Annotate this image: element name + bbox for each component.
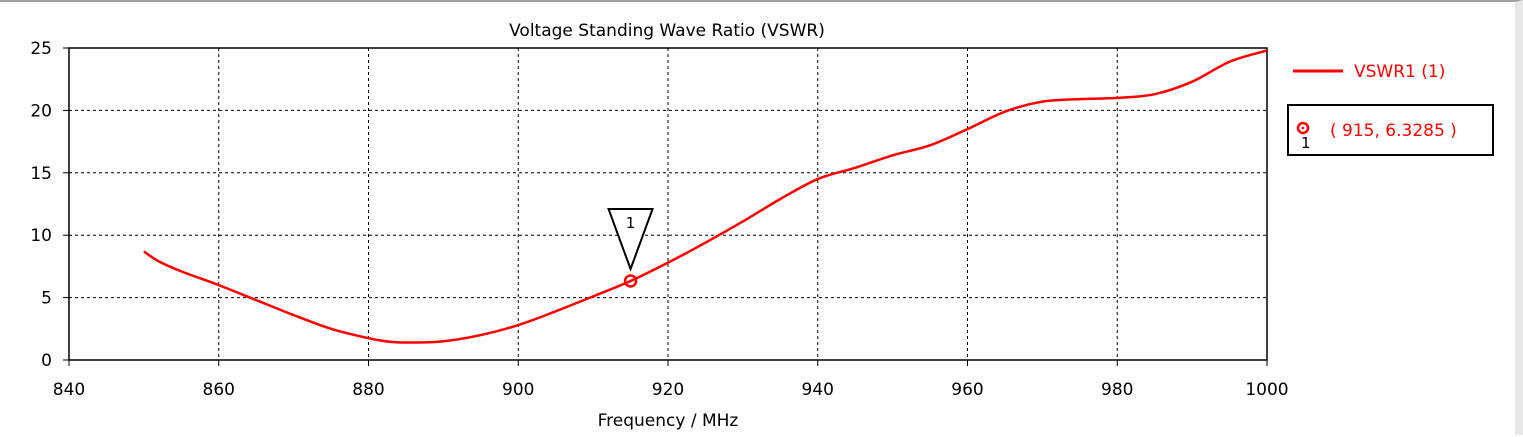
marker-layer: 1: [607, 208, 654, 288]
y-tick-label: 0: [41, 351, 52, 371]
legend[interactable]: VSWR1 (1): [1293, 62, 1445, 82]
y-tick-label: 25: [30, 39, 52, 59]
marker-readout-icon: [1296, 121, 1310, 135]
x-tick-label: 840: [53, 380, 85, 400]
marker-point-center: [629, 279, 632, 283]
axis-ticks: 840 860 880 900 920 940 960 980 1000 0 5 10 15 20 25: [30, 39, 1288, 400]
series-line-1[interactable]: [143, 49, 1268, 344]
x-tick-label: 1000: [1245, 380, 1288, 400]
series-layer: [143, 49, 1268, 344]
chart-title: Voltage Standing Wave Ratio (VSWR): [509, 21, 825, 41]
legend-entry-vswr1: VSWR1 (1): [1354, 62, 1445, 82]
marker-point[interactable]: [623, 274, 638, 288]
y-tick-label: 20: [30, 101, 52, 121]
y-tick-label: 10: [30, 226, 52, 246]
marker-readout-value: ( 915, 6.3285 ): [1330, 121, 1457, 141]
y-tick-label: 15: [30, 164, 52, 184]
x-tick-label: 940: [802, 380, 834, 400]
x-tick-label: 860: [203, 380, 235, 400]
x-tick-label: 920: [652, 380, 684, 400]
marker-flag-triangle[interactable]: [607, 208, 654, 272]
x-axis-label: Frequency / MHz: [598, 411, 739, 431]
x-tick-label: 880: [352, 380, 384, 400]
marker-readout-box[interactable]: 1 ( 915, 6.3285 ): [1287, 104, 1494, 156]
x-tick-label: 980: [1101, 380, 1133, 400]
y-tick-label: 5: [41, 289, 52, 309]
marker-readout-icon-dot: [1301, 126, 1305, 130]
x-tick-label: 900: [502, 380, 534, 400]
x-tick-label: 960: [951, 380, 983, 400]
marker-readout-border: [1287, 104, 1494, 156]
grid: [69, 48, 1267, 360]
marker-flag-label: 1: [626, 214, 636, 232]
marker-readout-id: 1: [1301, 134, 1311, 152]
